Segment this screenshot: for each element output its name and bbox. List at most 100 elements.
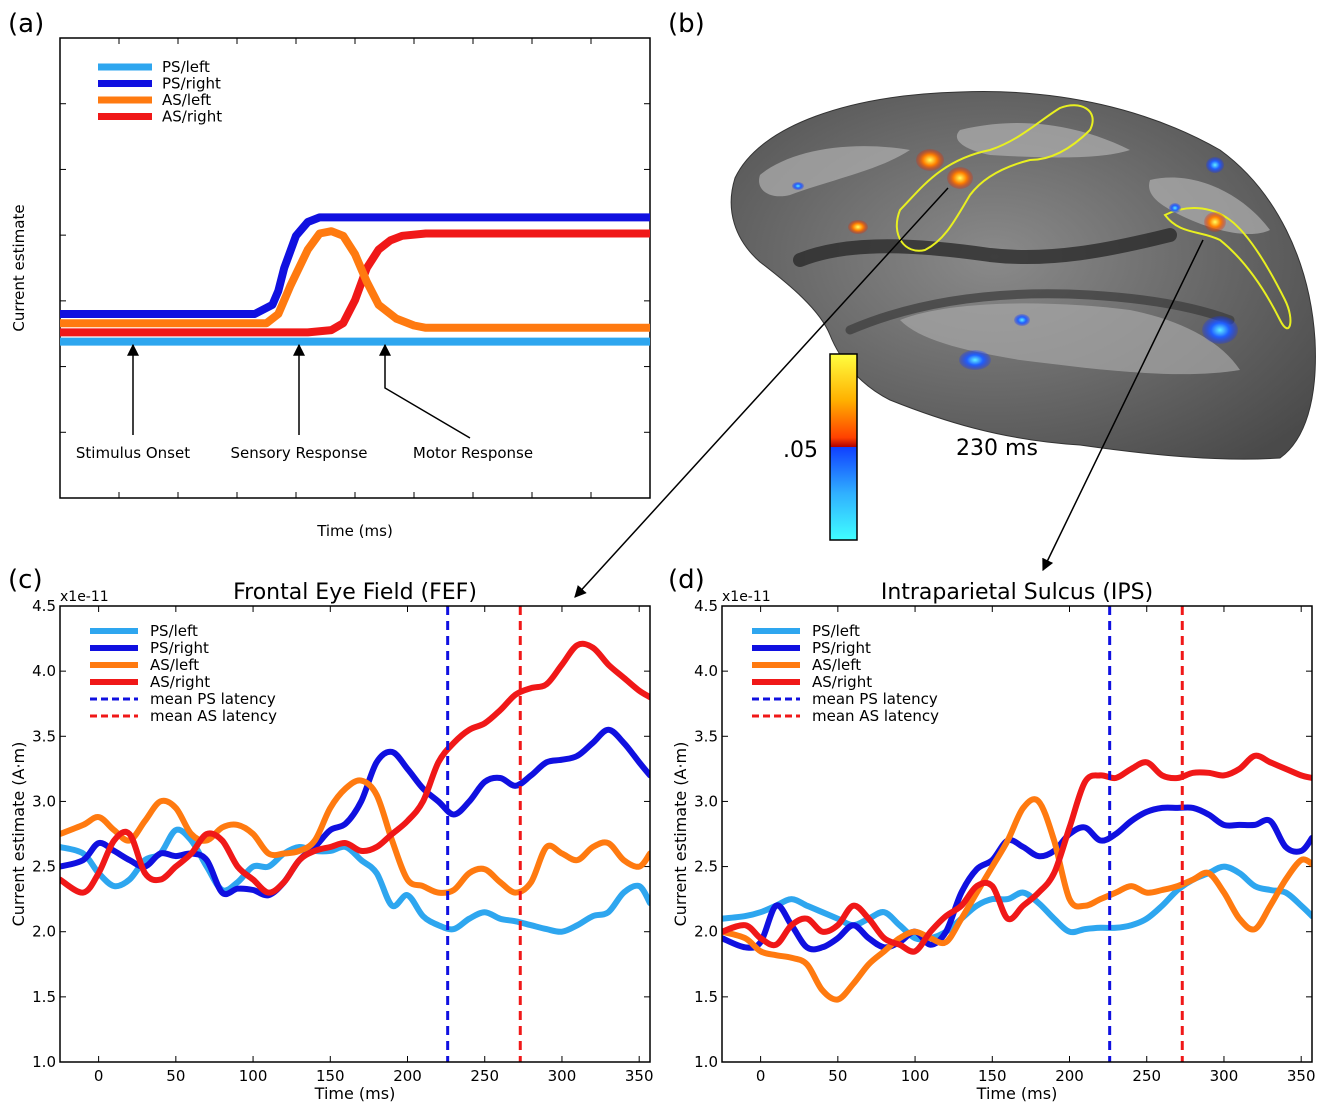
fef-series-as-right	[60, 640, 650, 896]
fef-series-ps-left	[60, 826, 650, 935]
activation-cold-5	[792, 182, 804, 190]
ips-xlabel: Time (ms)	[976, 1084, 1058, 1103]
ips-roi-outline	[1163, 207, 1292, 330]
fef-xtick-label: 300	[548, 1067, 577, 1085]
activation-cold-3	[1206, 157, 1224, 173]
activation-hot-2	[947, 167, 973, 189]
ips-legend-label-mean-as-latency: mean AS latency	[812, 707, 939, 725]
brain-surface-image: .05 230 ms	[574, 91, 1316, 598]
fef-legend-label-mean-ps-latency: mean PS latency	[150, 690, 276, 708]
schematic-series-as-left	[60, 227, 650, 332]
fef-xtick-label: 350	[625, 1067, 654, 1085]
ips-ylabel: Current estimate (A·m)	[671, 742, 690, 927]
ips-xtick-label: 300	[1210, 1067, 1239, 1085]
schematic-ylabel: Current estimate	[10, 204, 28, 331]
ips-xtick-label: 350	[1287, 1067, 1316, 1085]
ips-xtick-label: 250	[1132, 1067, 1161, 1085]
ips-series-ps-right	[722, 804, 1312, 953]
ips-axes: 0 50 100 150 200 250 300 350 1.0 1.5 2.0 2.5 3.0 3.5 4…	[694, 597, 1315, 1085]
annotation-motor-response: Motor Response	[413, 444, 533, 462]
fef-ytick-label: 3.5	[32, 727, 56, 745]
activation-hot-4	[1204, 212, 1226, 232]
fef-xtick-label: 200	[393, 1067, 422, 1085]
activation-cold-1	[1202, 316, 1238, 344]
activation-cold-4	[1014, 314, 1030, 326]
ips-ytick-label: 2.5	[694, 858, 718, 876]
fef-axes: 0 50 100 150 200 250 300 350 1.0 1.5 2.0 2.5 3.0 3.5 4…	[32, 597, 653, 1085]
ips-ytick-label: 3.0	[694, 792, 718, 810]
fef-legend-label-as-left: AS/left	[150, 656, 199, 674]
annotation-sensory-response: Sensory Response	[230, 444, 367, 462]
ips-ytick-label: 4.5	[694, 597, 718, 615]
schematic-legend-label-ps-left: PS/left	[162, 58, 210, 76]
ips-offset-label: x1e-11	[722, 589, 771, 605]
ips-ytick-label: 1.0	[694, 1053, 718, 1071]
panel-label-d: (d)	[668, 565, 705, 595]
motor-response-arrow	[379, 343, 471, 439]
fef-chart-title: Frontal Eye Field (FEF)	[233, 580, 477, 605]
schematic-series-as-right	[60, 229, 650, 337]
schematic-frame	[59, 37, 651, 499]
fef-frame	[59, 605, 651, 1063]
ips-series-ps-left	[722, 863, 1312, 943]
brain-sulcus	[845, 289, 1235, 335]
ips-pointer-arrow	[1042, 239, 1204, 572]
ips-legend-label-as-right: AS/right	[812, 673, 872, 691]
fef-ylabel: Current estimate (A·m)	[9, 742, 28, 927]
ips-series-as-left	[722, 796, 1312, 1003]
fef-legend-label-as-right: AS/right	[150, 673, 210, 691]
ips-legend-label-mean-ps-latency: mean PS latency	[812, 690, 938, 708]
ips-chart-title: Intraparietal Sulcus (IPS)	[881, 580, 1153, 605]
activation-hot-3	[848, 220, 868, 234]
panel-label-a: (a)	[8, 9, 44, 39]
fef-xtick-label: 100	[239, 1067, 268, 1085]
ips-ytick-label: 2.0	[694, 923, 718, 941]
ips-ytick-label: 4.0	[694, 662, 718, 680]
fef-legend-label-ps-right: PS/right	[150, 639, 209, 657]
activation-cold-6	[1169, 203, 1181, 213]
schematic-series-ps-right	[60, 213, 650, 318]
panel-label-c: (c)	[8, 565, 43, 595]
schematic-ticks	[60, 38, 650, 498]
activation-cold-2	[959, 350, 991, 370]
ips-series-as-right	[722, 752, 1312, 955]
fef-xtick-label: 0	[94, 1067, 104, 1085]
ips-plot-area	[722, 752, 1312, 1003]
fef-ytick-label: 4.0	[32, 662, 56, 680]
ips-legend-label-ps-left: PS/left	[812, 622, 860, 640]
ips-xtick-label: 50	[828, 1067, 847, 1085]
ips-legend-label-as-left: AS/left	[812, 656, 861, 674]
fef-series-as-left	[60, 777, 650, 896]
ips-xtick-label: 100	[901, 1067, 930, 1085]
annotation-stimulus-onset: Stimulus Onset	[76, 444, 190, 462]
fef-plot-area	[60, 640, 650, 935]
brain-gyrus-superior	[956, 122, 1130, 158]
fef-ytick-label: 3.0	[32, 792, 56, 810]
fef-xlabel: Time (ms)	[314, 1084, 396, 1103]
activation-hot-1	[916, 149, 944, 171]
ips-legend-label-ps-right: PS/right	[812, 639, 871, 657]
fef-pointer-arrow	[574, 187, 949, 598]
fef-xtick-label: 50	[166, 1067, 185, 1085]
fef-ytick-label: 4.5	[32, 597, 56, 615]
fef-ytick-label: 1.5	[32, 988, 56, 1006]
ips-chart: Intraparietal Sulcus (IPS) x1e-11 0 50 100…	[671, 580, 1316, 1103]
schematic-legend-label-ps-right: PS/right	[162, 75, 221, 93]
brain-gyrus-parietal	[1149, 177, 1270, 235]
schematic-legend-label-as-right: AS/right	[162, 108, 222, 126]
fef-ytick-label: 1.0	[32, 1053, 56, 1071]
brain-gyrus-temporal	[900, 303, 1240, 375]
schematic-xlabel: Time (ms)	[316, 522, 393, 540]
brain-sylvian-fissure	[793, 228, 1177, 267]
panel-label-b: (b)	[668, 9, 705, 39]
schematic-lines	[60, 213, 650, 346]
ips-xtick-label: 150	[978, 1067, 1007, 1085]
fef-legend-label-ps-left: PS/left	[150, 622, 198, 640]
fef-offset-label: x1e-11	[60, 589, 109, 605]
schematic-legend-label-as-left: AS/left	[162, 91, 211, 109]
ips-xtick-label: 200	[1055, 1067, 1084, 1085]
fef-ytick-label: 2.5	[32, 858, 56, 876]
